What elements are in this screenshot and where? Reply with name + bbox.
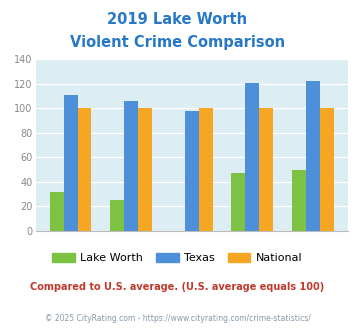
Bar: [110, 200, 124, 231]
Text: 2019 Lake Worth: 2019 Lake Worth: [108, 12, 247, 26]
Text: Compared to U.S. average. (U.S. average equals 100): Compared to U.S. average. (U.S. average …: [31, 282, 324, 292]
Bar: [77, 109, 92, 231]
Bar: [292, 170, 306, 231]
Bar: [306, 82, 320, 231]
Bar: [138, 109, 152, 231]
Bar: [199, 109, 213, 231]
Legend: Lake Worth, Texas, National: Lake Worth, Texas, National: [48, 248, 307, 268]
Bar: [245, 83, 259, 231]
Text: Violent Crime Comparison: Violent Crime Comparison: [70, 35, 285, 50]
Bar: [231, 173, 245, 231]
Text: © 2025 CityRating.com - https://www.cityrating.com/crime-statistics/: © 2025 CityRating.com - https://www.city…: [45, 314, 310, 323]
Bar: [50, 192, 64, 231]
Bar: [64, 95, 77, 231]
Bar: [124, 101, 138, 231]
Bar: [185, 111, 199, 231]
Bar: [320, 109, 334, 231]
Bar: [259, 109, 273, 231]
